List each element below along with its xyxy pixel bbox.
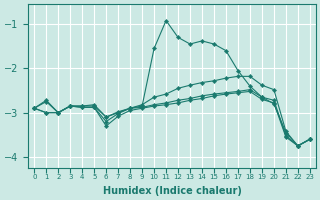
X-axis label: Humidex (Indice chaleur): Humidex (Indice chaleur) xyxy=(103,186,242,196)
